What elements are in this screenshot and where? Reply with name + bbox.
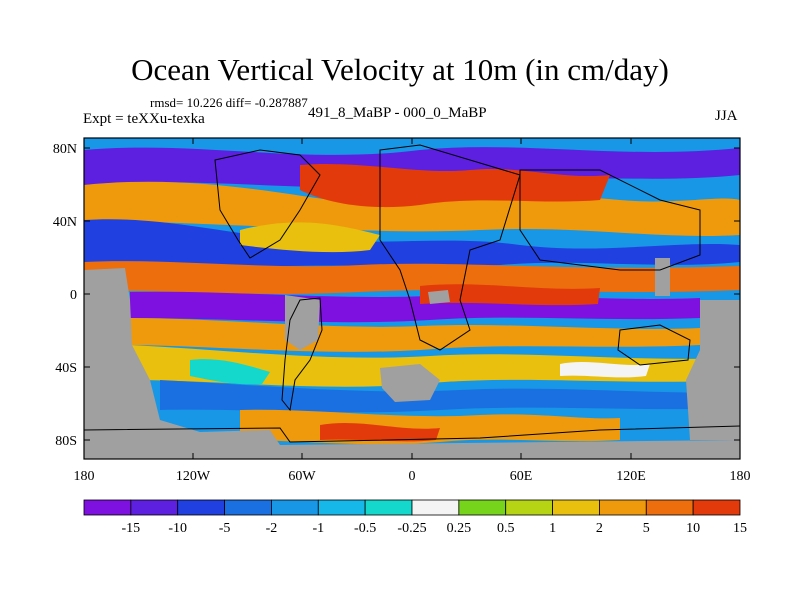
- field-patch: [130, 345, 740, 387]
- field-patch: [84, 261, 740, 294]
- colorbar-label: -0.5: [354, 521, 376, 536]
- x-tick-label: 60E: [510, 469, 533, 484]
- colorbar-label: -2: [266, 521, 278, 536]
- colorbar-label: -1: [312, 521, 324, 536]
- field-patch: [190, 359, 270, 385]
- colorbar-swatch: [224, 499, 272, 516]
- map-field: [84, 138, 740, 459]
- colorbar-label: 0.5: [497, 521, 515, 536]
- field-patch: [300, 163, 610, 208]
- field-patch: [320, 423, 440, 442]
- colorbar-swatch: [271, 499, 319, 516]
- x-tick-label: 180: [730, 469, 751, 484]
- field-patch: [130, 318, 700, 352]
- field-patch: [560, 362, 650, 378]
- y-tick-label: 80N: [53, 142, 77, 157]
- y-tick-label: 80S: [55, 434, 77, 449]
- field-patch: [84, 219, 740, 269]
- x-tick-label: 180: [74, 469, 95, 484]
- colorbar-label: 5: [643, 521, 650, 536]
- colorbar-swatch: [411, 499, 460, 516]
- land: [686, 300, 740, 440]
- colorbar-swatch: [83, 499, 132, 516]
- y-tick-label: 0: [70, 288, 77, 303]
- center-label: 491_8_MaBP - 000_0_MaBP: [308, 105, 487, 121]
- colorbar-swatch: [645, 499, 694, 516]
- land: [285, 295, 320, 350]
- colorbar-swatch: [317, 499, 366, 516]
- colorbar-label: 1: [549, 521, 556, 536]
- field-patch: [420, 284, 600, 306]
- x-tick-label: 0: [409, 469, 416, 484]
- field-patch: [160, 380, 740, 413]
- colorbar-label: 10: [686, 521, 700, 536]
- colorbar-label: 15: [733, 521, 747, 536]
- colorbar-label: 0.25: [447, 521, 472, 536]
- colorbar-label: 2: [596, 521, 603, 536]
- colorbar-label: -5: [219, 521, 231, 536]
- colorbar-swatch: [599, 499, 647, 516]
- colorbar-swatch: [177, 499, 225, 516]
- x-tick-label: 60W: [288, 469, 316, 484]
- x-tick-label: 120W: [176, 469, 211, 484]
- colorbar-swatch: [130, 499, 179, 516]
- land: [380, 364, 440, 402]
- land: [655, 258, 670, 296]
- field-patch: [84, 181, 740, 237]
- x-tick-label: 120E: [616, 469, 646, 484]
- experiment-label: Expt = teXXu-texka: [83, 111, 205, 127]
- colorbar-label: -0.25: [397, 521, 426, 536]
- colorbar-swatch: [505, 499, 553, 516]
- axis-ticks: [83, 138, 741, 459]
- y-tick-label: 40N: [53, 215, 77, 230]
- colorbar-swatch: [552, 499, 600, 516]
- colorbar: [83, 499, 741, 516]
- field-patch: [240, 222, 380, 253]
- land: [84, 268, 740, 459]
- colorbar-label: -10: [168, 521, 187, 536]
- season-label: JJA: [715, 108, 738, 124]
- chart-title: Ocean Vertical Velocity at 10m (in cm/da…: [131, 52, 669, 87]
- coastlines: [84, 144, 740, 443]
- colorbar-swatch: [692, 499, 741, 516]
- colorbar-swatch: [458, 499, 507, 516]
- colorbar-label: -15: [122, 521, 141, 536]
- stats-label: rmsd= 10.226 diff= -0.287887: [150, 95, 308, 110]
- colorbar-swatch: [364, 499, 413, 516]
- land: [428, 290, 450, 304]
- y-tick-label: 40S: [55, 361, 77, 376]
- colorbar-labels: -15 -10 -5 -2 -1 -0.5 -0.25 0.25 0.5 1 2 5 10 15: [122, 521, 747, 536]
